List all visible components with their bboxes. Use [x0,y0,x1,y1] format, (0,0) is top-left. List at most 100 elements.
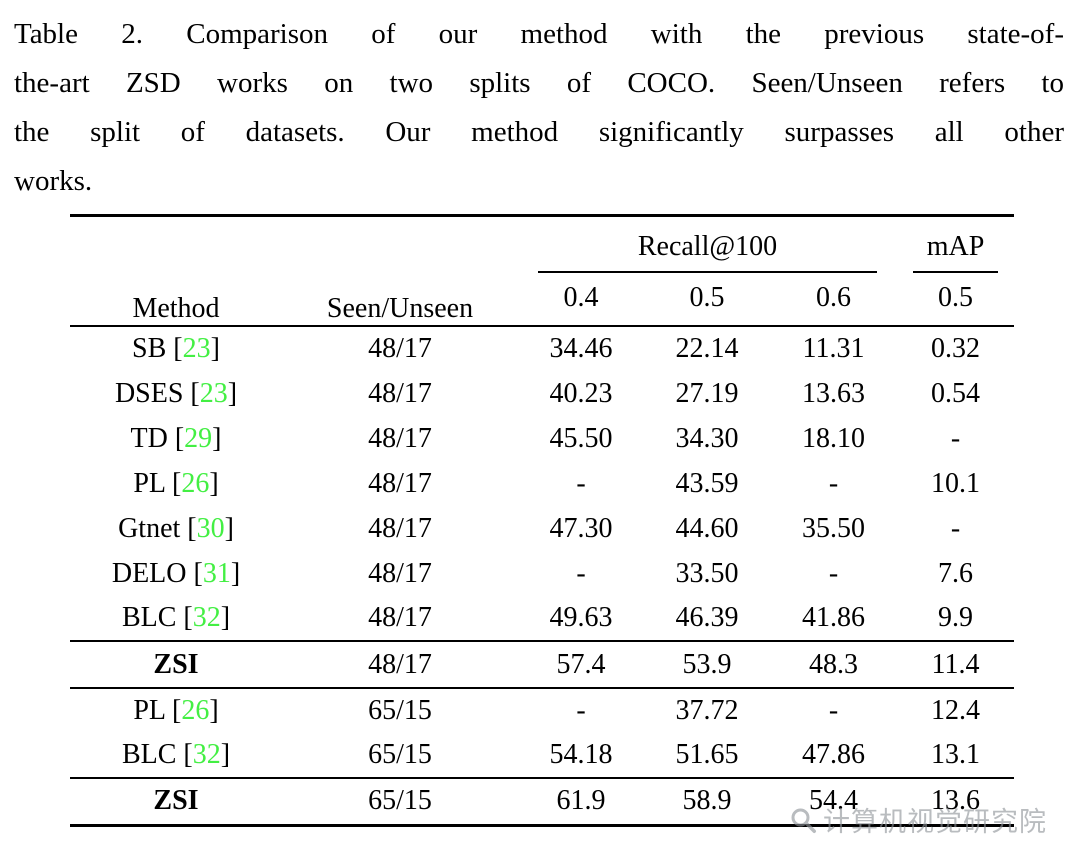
method-cell: SB [23] [132,333,220,364]
result-row: DELO [31] 48/17 - 33.50 - 7.6 [70,551,1014,596]
split-cell: 48/17 [368,512,432,544]
recall-group-label: Recall@100 [538,231,877,273]
method-name: PL [133,467,165,499]
citation-number: 32 [192,739,221,770]
result-row: PL [26] 65/15 - 37.72 - 12.4 [70,688,1014,733]
citation-number: 23 [182,333,211,364]
recall-0.4-cell: 34.46 [549,333,613,364]
split-cell: 48/17 [368,467,432,499]
method-cell: BLC [32] [121,739,231,770]
table-section: SB [23] 48/17 34.46 22.14 11.31 0.32 DSES [23]… [70,326,1014,688]
citation-number: 26 [181,467,210,499]
split-cell: 48/17 [368,377,432,409]
recall-0.6-cell: 13.63 [802,377,865,409]
table-caption: Table 2. Comparison of our method with t… [0,0,1080,206]
recall-0.6-cell: - [828,467,839,499]
recall-0.5-cell: 37.72 [675,695,739,726]
recall-0.6-cell: - [828,557,839,589]
result-row: SB [23] 48/17 34.46 22.14 11.31 0.32 [70,326,1014,371]
method-name: BLC [121,602,177,633]
recall-0.4-cell: 45.50 [549,422,613,454]
citation-number: 23 [199,377,228,409]
method-cell: BLC [32] [121,602,231,633]
recall-0.6-cell: 18.10 [802,422,865,454]
method-cell: ZSI [70,641,282,688]
result-row-ours: ZSI 65/15 61.9 58.9 54.4 13.6 [70,778,1014,825]
recall-0.4-cell: - [576,467,586,499]
recall-0.4-cell: 61.9 [556,785,606,817]
method-name: DELO [111,557,187,589]
map-0.5-cell: - [950,422,961,454]
recall-0.6-cell: 41.86 [802,602,865,633]
caption-line: works. [14,165,93,197]
recall-0.5-cell: 33.50 [675,557,739,589]
split-cell: 48/17 [368,422,432,454]
split-cell: 48/17 [368,333,432,364]
recall-0.4-cell: 47.30 [549,512,613,544]
caption-line: the split of datasets. Our method signif… [14,116,1064,148]
caption-line: the-art ZSD works on two splits of COCO.… [14,67,1064,99]
method-name: ZSI [153,785,199,817]
recall-0.5-cell: 43.59 [675,467,739,499]
map-0.5-cell: 0.32 [931,333,980,364]
split-cell: 65/15 [368,695,432,726]
col-header-map-05: 0.5 [938,282,973,313]
method-cell: DSES [23] [114,377,238,409]
recall-0.5-cell: 58.9 [682,785,732,817]
col-header-recall-group: Recall@100 [518,216,897,273]
map-0.5-cell: 13.1 [931,739,980,770]
map-group-label: mAP [913,231,998,273]
map-0.5-cell: - [950,512,961,544]
citation-number: 29 [184,422,213,454]
method-cell: TD [29] [130,422,222,454]
col-header-map-group: mAP [897,216,1014,273]
results-table-container: Method Seen/Unseen Recall@100 mAP 0.4 0.… [70,214,1014,827]
recall-0.5-cell: 53.9 [682,648,732,680]
citation-number: 32 [192,602,221,633]
result-row: DSES [23] 48/17 40.23 27.19 13.63 0.54 [70,371,1014,416]
recall-0.4-cell: 54.18 [549,739,613,770]
recall-0.5-cell: 44.60 [675,512,739,544]
split-cell: 48/17 [368,557,432,589]
result-row-ours: ZSI 48/17 57.4 53.9 48.3 11.4 [70,641,1014,688]
col-header-seen-unseen: Seen/Unseen [326,293,474,324]
method-cell: PL [26] [133,695,219,726]
citation-number: 30 [196,512,225,544]
split-cell: 48/17 [368,602,432,633]
recall-0.6-cell: - [828,695,839,726]
recall-0.6-cell: 48.3 [809,648,858,680]
result-row: BLC [32] 48/17 49.63 46.39 41.86 9.9 [70,596,1014,641]
citation-number: 26 [181,695,210,726]
method-name: Gtnet [118,512,181,544]
recall-0.5-cell: 51.65 [675,739,739,770]
split-cell: 65/15 [368,785,432,817]
method-cell: PL [26] [133,467,219,499]
col-header-method: Method [132,293,220,324]
recall-0.6-cell: 35.50 [802,512,865,544]
map-0.5-cell: 13.6 [931,785,980,817]
method-name: DSES [114,377,184,409]
table-header: Method Seen/Unseen Recall@100 mAP 0.4 0.… [70,216,1014,326]
col-header-recall-06: 0.6 [816,282,851,313]
recall-0.4-cell: - [576,695,586,726]
method-cell: ZSI [70,778,282,825]
method-name: BLC [121,739,177,770]
col-header-recall-05: 0.5 [689,282,725,313]
recall-0.4-cell: 57.4 [556,648,606,680]
map-0.5-cell: 10.1 [931,467,980,499]
result-row: BLC [32] 65/15 54.18 51.65 47.86 13.1 [70,733,1014,778]
recall-0.5-cell: 46.39 [675,602,739,633]
recall-0.5-cell: 27.19 [675,377,739,409]
method-name: TD [130,422,168,454]
caption-line: Table 2. Comparison of our method with t… [14,18,1064,50]
recall-0.6-cell: 47.86 [802,739,865,770]
result-row: PL [26] 48/17 - 43.59 - 10.1 [70,461,1014,506]
table-section: PL [26] 65/15 - 37.72 - 12.4 BLC [32] 65/15 54.1… [70,688,1014,825]
map-0.5-cell: 9.9 [938,602,973,633]
map-0.5-cell: 7.6 [938,557,973,589]
split-cell: 48/17 [368,648,432,680]
method-name: SB [132,333,167,364]
map-0.5-cell: 0.54 [931,377,980,409]
method-cell: DELO [31] [111,557,241,589]
recall-0.4-cell: - [576,557,586,589]
